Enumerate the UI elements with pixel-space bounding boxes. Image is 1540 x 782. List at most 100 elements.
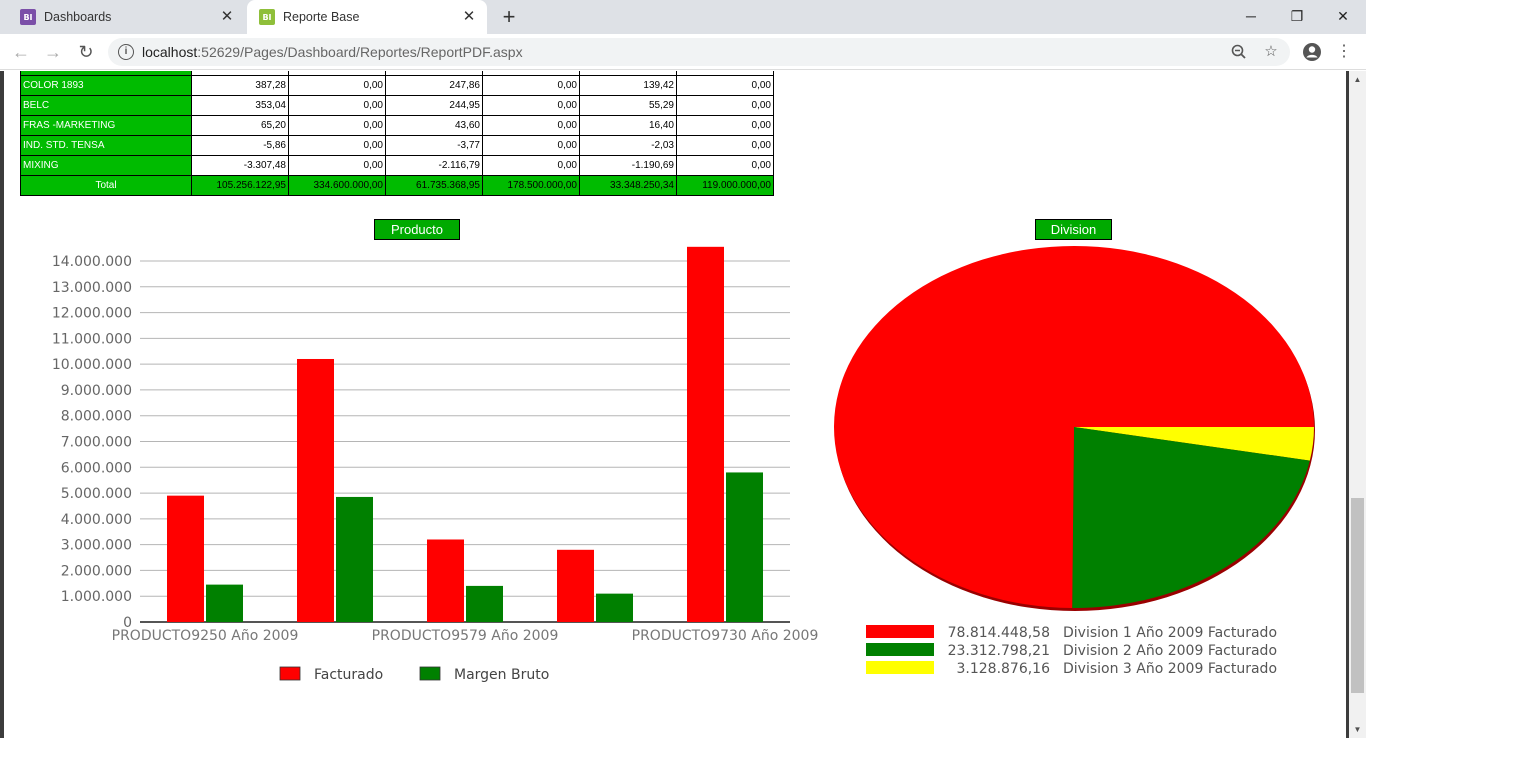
table-cell: 0,00 <box>288 154 386 176</box>
table-cell: -1.190,69 <box>579 154 677 176</box>
restore-icon[interactable]: ❐ <box>1290 8 1304 24</box>
back-icon[interactable]: ← <box>12 42 30 62</box>
table-cell: 178.500.000,00 <box>482 174 580 196</box>
table-cell: 55,29 <box>579 94 677 116</box>
table-body: COLOR 1893 387,28 0,00 247,86 0,00 139,42 0,00… <box>20 74 774 196</box>
table-cell: 33.348.250,34 <box>579 174 677 196</box>
table-cell: 0,00 <box>482 154 580 176</box>
y-tick-label: 8.000.000 <box>61 409 132 425</box>
table-cell: 139,42 <box>579 74 677 96</box>
menu-dots-icon[interactable]: ⋮ <box>1336 43 1352 60</box>
pie-slice <box>1072 427 1310 608</box>
pie-chart: 78.814.448,58 Division 1 Año 2009 Factura… <box>834 246 1315 677</box>
table-cell: 61.735.368,95 <box>385 174 483 196</box>
chart-title-producto: Producto <box>374 219 460 240</box>
avatar-icon <box>1303 43 1321 61</box>
account-icon[interactable] <box>1302 42 1322 62</box>
minimize-icon[interactable]: ─ <box>1246 8 1256 24</box>
table-row: FRAS -MARKETING 65,20 0,00 43,60 0,00 16,40 0,… <box>20 114 774 136</box>
row-label: Total <box>20 174 192 196</box>
tab-reporte-base[interactable]: BI Reporte Base ✕ <box>247 0 487 34</box>
table-cell: 353,04 <box>191 94 289 116</box>
zoom-icon[interactable] <box>1230 43 1248 61</box>
bar-margen-bruto <box>726 472 763 622</box>
tab-dashboards[interactable]: BI Dashboards ✕ <box>8 0 245 34</box>
url-text[interactable]: localhost:52629/Pages/Dashboard/Reportes… <box>142 44 523 60</box>
table-cell: 0,00 <box>482 94 580 116</box>
x-tick-label: PRODUCTO9250 Año 2009 <box>112 628 299 644</box>
table-row: BELC 353,04 0,00 244,95 0,00 55,29 0,00 <box>20 94 774 116</box>
row-label: FRAS -MARKETING <box>20 114 192 136</box>
bar-margen-bruto <box>336 496 373 622</box>
forward-icon[interactable]: → <box>44 42 62 62</box>
legend-swatch <box>866 643 934 656</box>
table-cell: 65,20 <box>191 114 289 136</box>
legend-value: 3.128.876,16 <box>956 661 1050 677</box>
table-cell: 43,60 <box>385 114 483 136</box>
bookmark-star-icon[interactable]: ☆ <box>1264 43 1278 60</box>
pie-slice <box>1074 427 1314 461</box>
y-tick-label: 4.000.000 <box>61 512 132 528</box>
legend-label: Margen Bruto <box>454 667 549 683</box>
tab-label: Reporte Base <box>283 10 360 24</box>
legend-label: Division 1 Año 2009 Facturado <box>1063 625 1277 641</box>
address-bar[interactable]: i localhost:52629/Pages/Dashboard/Report… <box>108 38 1290 66</box>
new-tab-icon[interactable]: + <box>502 4 516 29</box>
url-path: :52629/Pages/Dashboard/Reportes/ReportPD… <box>197 44 523 60</box>
table-cell: 334.600.000,00 <box>288 174 386 196</box>
scrollbar-thumb[interactable] <box>1351 498 1364 693</box>
close-tab-icon[interactable]: ✕ <box>462 8 476 25</box>
table-cell: 0,00 <box>482 134 580 156</box>
scroll-down-icon[interactable]: ▼ <box>1353 725 1362 734</box>
table-cell: -3,77 <box>385 134 483 156</box>
bi-favicon-icon: BI <box>259 9 275 25</box>
y-tick-label: 0 <box>123 615 132 631</box>
total-row: Total 105.256.122,95 334.600.000,00 61.735.… <box>20 174 774 196</box>
y-tick-label: 2.000.000 <box>61 563 132 579</box>
bar-chart: 0 1.000.000 2.000.000 3.000.000 4.000.000 5.0… <box>52 246 818 683</box>
bar-margen-bruto <box>206 584 243 622</box>
table-cell: 0,00 <box>676 114 774 136</box>
legend-swatch <box>419 666 441 681</box>
left-border <box>0 71 4 738</box>
legend-label: Division 2 Año 2009 Facturado <box>1063 643 1277 659</box>
row-label: IND. STD. TENSA <box>20 134 192 156</box>
bar-facturado <box>687 246 724 622</box>
y-tick-label: 10.000.000 <box>52 357 132 373</box>
info-icon[interactable]: i <box>118 44 134 60</box>
table-cell: 0,00 <box>676 74 774 96</box>
table-cell: 0,00 <box>288 74 386 96</box>
table-row: IND. STD. TENSA -5,86 0,00 -3,77 0,00 -2,03 0,… <box>20 134 774 156</box>
scrollbar[interactable]: ▲ ▼ <box>1349 71 1366 738</box>
browser-window: BI Dashboards ✕ BI Reporte Base ✕ + ─ ❐ … <box>0 0 1366 738</box>
y-tick-label: 14.000.000 <box>52 254 132 270</box>
table-row: MIXING -3.307,48 0,00 -2.116,79 0,00 -1.190,6… <box>20 154 774 176</box>
tab-bar: BI Dashboards ✕ BI Reporte Base ✕ + ─ ❐ … <box>0 0 1366 34</box>
table-cell: -3.307,48 <box>191 154 289 176</box>
page-viewport: COLOR 1893 387,28 0,00 247,86 0,00 139,42 0,00… <box>0 71 1366 738</box>
legend-value: 78.814.448,58 <box>948 625 1050 641</box>
table-cell: 0,00 <box>288 94 386 116</box>
close-window-icon[interactable]: ✕ <box>1337 8 1349 24</box>
tab-label: Dashboards <box>44 10 112 24</box>
bar-facturado <box>427 539 464 622</box>
table-cell: 244,95 <box>385 94 483 116</box>
table-cell: 105.256.122,95 <box>191 174 289 196</box>
table-cell: 0,00 <box>676 134 774 156</box>
scroll-up-icon[interactable]: ▲ <box>1353 75 1362 84</box>
pie-slice <box>834 246 1314 608</box>
table-cell: 0,00 <box>482 74 580 96</box>
legend-swatch <box>866 661 934 674</box>
table-cell: -2.116,79 <box>385 154 483 176</box>
table-cell: 0,00 <box>676 94 774 116</box>
bar-facturado <box>557 549 594 622</box>
y-tick-label: 5.000.000 <box>61 486 132 502</box>
bar-facturado <box>297 358 334 622</box>
y-tick-label: 3.000.000 <box>61 538 132 554</box>
table-cell: 0,00 <box>288 134 386 156</box>
y-tick-label: 12.000.000 <box>52 306 132 322</box>
reload-icon[interactable]: ↻ <box>78 42 94 62</box>
y-tick-label: 13.000.000 <box>52 280 132 296</box>
close-tab-icon[interactable]: ✕ <box>220 8 234 25</box>
table-cell: 119.000.000,00 <box>676 174 774 196</box>
